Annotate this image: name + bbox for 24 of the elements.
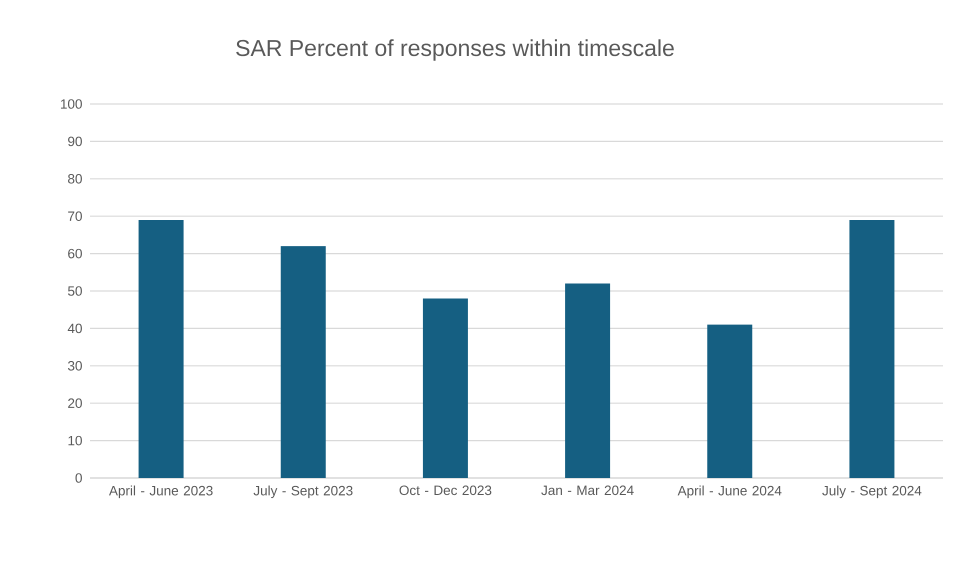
y-tick-label: 30 — [68, 361, 82, 371]
bar — [565, 284, 610, 478]
bar — [138, 220, 184, 478]
y-tick-label: 20 — [68, 398, 82, 408]
bar — [280, 246, 326, 478]
y-tick-label: 50 — [68, 286, 82, 296]
x-tick-label: Oct - Dec 2023 — [400, 486, 492, 496]
bar — [422, 298, 468, 478]
y-tick-label: 40 — [68, 324, 82, 334]
y-tick-label: 60 — [68, 248, 82, 258]
x-tick-label: Jan - Mar 2024 — [541, 486, 634, 496]
y-tick-label: 0 — [75, 473, 82, 483]
y-tick-label: 90 — [68, 136, 82, 146]
y-tick-label: 70 — [68, 211, 82, 221]
x-tick-label: April - June 2023 — [108, 486, 213, 498]
y-tick-label: 80 — [68, 174, 82, 184]
y-tick-label: 10 — [68, 436, 82, 446]
x-tick-label: April - June 2024 — [678, 486, 782, 498]
bar — [849, 220, 894, 478]
chart-title: SAR Percent of responses within timescale — [236, 39, 674, 61]
x-tick-label: July - Sept 2024 — [822, 486, 922, 498]
bar — [707, 324, 752, 478]
x-tick-label: July - Sept 2023 — [254, 486, 353, 498]
y-tick-label: 100 — [60, 99, 82, 109]
